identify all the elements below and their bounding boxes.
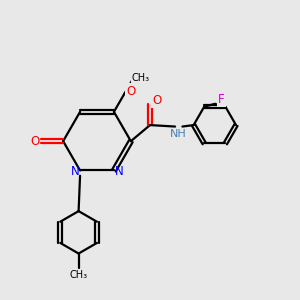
Text: O: O — [30, 135, 39, 148]
Text: O: O — [126, 85, 135, 98]
Text: CH₃: CH₃ — [70, 270, 88, 280]
Text: F: F — [218, 93, 225, 106]
Text: CH₃: CH₃ — [131, 73, 150, 82]
Text: N: N — [70, 166, 79, 178]
Text: NH: NH — [170, 129, 187, 139]
Text: O: O — [152, 94, 161, 107]
Text: N: N — [115, 166, 124, 178]
